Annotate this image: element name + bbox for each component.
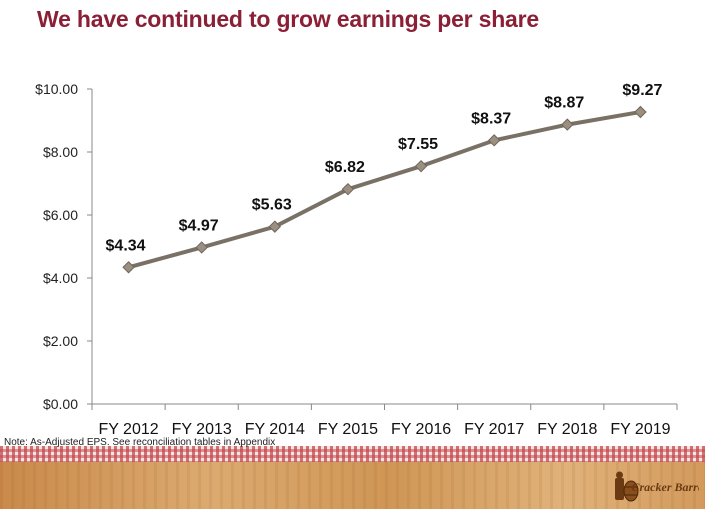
data-label: $8.37 [471,110,511,127]
data-label: $6.82 [325,159,365,176]
eps-line-chart: $0.00 $2.00 $4.00 $6.00 $8.00 $10.00 FY 2012 FY… [35,81,678,438]
y-tick-label: $10.00 [35,81,78,97]
eps-series-line [128,110,641,270]
data-label: $4.34 [106,237,146,254]
data-label: $5.63 [252,197,292,214]
y-tick-label: $2.00 [43,333,78,349]
x-tick-label: FY 2017 [464,421,524,438]
checkered-banner [0,446,705,462]
data-point-marker [414,159,428,173]
data-label: $9.27 [622,82,662,99]
data-point-marker [122,261,135,274]
barrel-man-icon [615,471,639,502]
x-tick-label: FY 2016 [391,421,451,438]
wood-footer [0,462,705,509]
data-point-marker [195,241,208,254]
x-tick-label: FY 2012 [98,421,158,438]
y-tick-label: $0.00 [43,396,78,412]
footnote: Note: As-Adjusted EPS. See reconciliatio… [4,437,276,448]
cracker-barrel-logo: Cracker Barrel [615,471,700,502]
page-title: We have continued to grow earnings per s… [37,6,539,32]
y-tick-label: $6.00 [43,207,78,223]
x-tick-label: FY 2018 [537,421,597,438]
data-point-marker [634,105,647,119]
data-label: $4.97 [179,217,219,234]
y-tick-label: $4.00 [43,270,78,286]
data-label: $8.87 [544,95,584,112]
data-label: $7.55 [398,136,438,153]
x-tick-label: FY 2013 [172,421,232,438]
x-tick-label: FY 2015 [318,421,378,438]
data-point-marker [268,220,282,233]
x-tick-label: FY 2014 [245,421,305,438]
logo-text: Cracker Barrel [632,480,700,494]
data-point-marker [561,118,574,131]
x-tick-label: FY 2019 [610,421,670,438]
data-point-marker [487,134,501,147]
y-tick-label: $8.00 [43,144,78,160]
data-point-marker [341,182,355,196]
